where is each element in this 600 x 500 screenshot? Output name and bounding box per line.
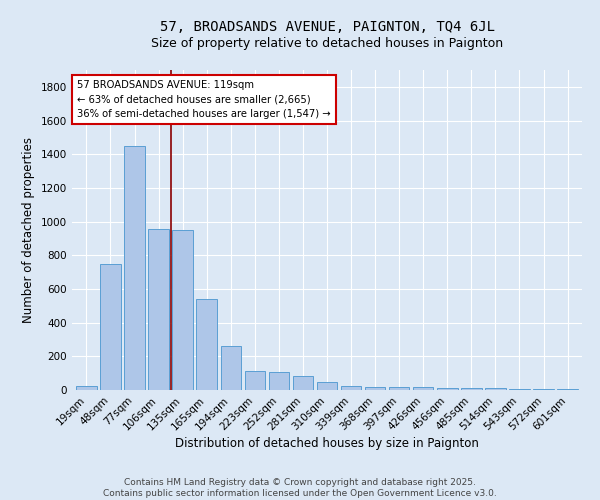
Bar: [76, 386, 97, 390]
Bar: [293, 376, 313, 390]
Bar: [196, 299, 217, 390]
Y-axis label: Number of detached properties: Number of detached properties: [22, 137, 35, 323]
Bar: [269, 372, 289, 390]
Text: Size of property relative to detached houses in Paignton: Size of property relative to detached ho…: [151, 38, 503, 51]
Bar: [413, 388, 433, 390]
Bar: [485, 388, 506, 390]
Bar: [100, 264, 121, 390]
Bar: [437, 388, 458, 390]
Bar: [172, 230, 193, 390]
Bar: [221, 346, 241, 390]
Text: Contains HM Land Registry data © Crown copyright and database right 2025.
Contai: Contains HM Land Registry data © Crown c…: [103, 478, 497, 498]
Text: 57 BROADSANDS AVENUE: 119sqm
← 63% of detached houses are smaller (2,665)
36% of: 57 BROADSANDS AVENUE: 119sqm ← 63% of de…: [77, 80, 331, 119]
Text: 57, BROADSANDS AVENUE, PAIGNTON, TQ4 6JL: 57, BROADSANDS AVENUE, PAIGNTON, TQ4 6JL: [160, 20, 494, 34]
Bar: [365, 387, 385, 390]
Bar: [461, 388, 482, 390]
Bar: [341, 386, 361, 390]
Bar: [148, 229, 169, 390]
X-axis label: Distribution of detached houses by size in Paignton: Distribution of detached houses by size …: [175, 438, 479, 450]
Bar: [509, 389, 530, 390]
Bar: [317, 382, 337, 390]
Bar: [245, 372, 265, 390]
Bar: [124, 146, 145, 390]
Bar: [389, 387, 409, 390]
